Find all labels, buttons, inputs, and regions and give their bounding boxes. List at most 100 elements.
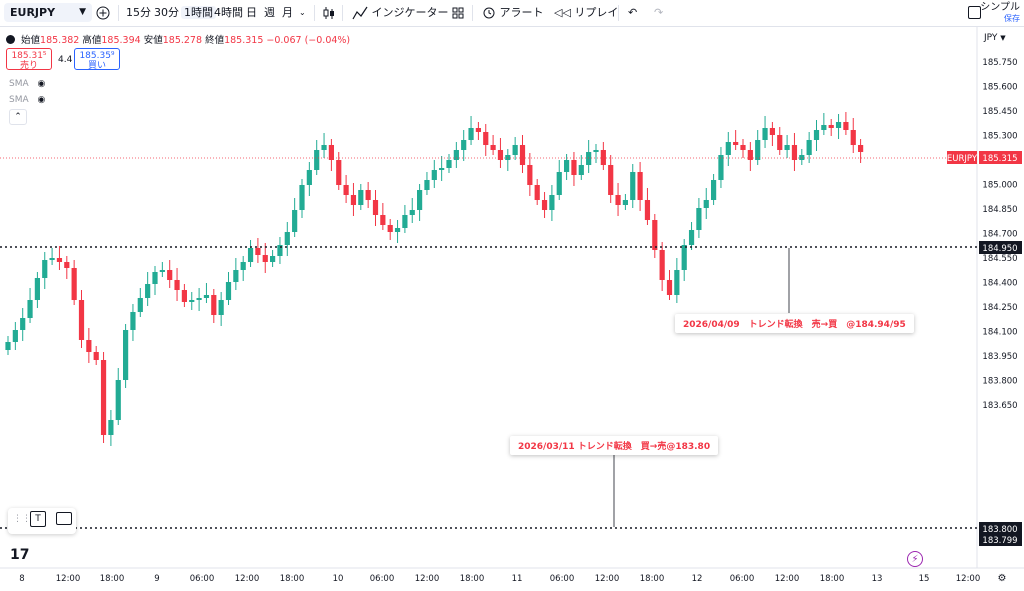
interval-4h[interactable]: 4時間 xyxy=(214,6,243,19)
price-tick: 184.700 xyxy=(982,230,1017,240)
candle-body xyxy=(203,295,210,298)
high-value: 185.394 xyxy=(101,35,141,46)
interval-1h[interactable]: 1時間 xyxy=(181,4,216,22)
candle-body xyxy=(637,172,643,200)
candle-body xyxy=(137,298,143,312)
candle-body xyxy=(247,248,254,262)
candle-body xyxy=(806,140,812,155)
candle-body xyxy=(711,180,717,200)
indicator-sma-2[interactable]: SMA ◉ xyxy=(9,95,45,105)
open-label: 始値 xyxy=(21,35,41,46)
buy-button[interactable]: 185.35⁹ 買い xyxy=(74,48,120,71)
drag-handle-icon[interactable]: ⋮⋮ xyxy=(13,514,31,524)
time-tick: 13 xyxy=(872,574,883,584)
layout-save[interactable]: シンプル 保存 xyxy=(980,2,1020,24)
time-tick: 12:00 xyxy=(595,574,620,584)
change-value: −0.067 (−0.04%) xyxy=(266,35,351,46)
indicators-button[interactable]: インジケーター xyxy=(352,0,449,26)
current-price-label xyxy=(979,151,1022,164)
toolbar-divider xyxy=(472,5,473,21)
chart-type-button[interactable] xyxy=(322,0,336,26)
symbol-price-tag-text: EURJPY xyxy=(947,154,978,164)
interval-15m[interactable]: 15分 xyxy=(126,6,151,19)
interval-day[interactable]: 日 xyxy=(246,6,257,19)
candle-body xyxy=(497,150,504,160)
chevron-down-icon: ▼ xyxy=(1000,34,1006,42)
time-tick: 12 xyxy=(692,574,703,584)
add-symbol-icon xyxy=(96,6,110,20)
candle-body xyxy=(784,145,790,150)
close-label: 終値 xyxy=(205,35,225,46)
top-toolbar: EURJPY ▼ 15分 30分 1時間 4時間 日 週 月 ⌄ インジケーター… xyxy=(0,0,1024,27)
sell-label: 売り xyxy=(19,61,38,71)
toolbar-divider xyxy=(618,5,619,21)
candle-body xyxy=(365,190,371,200)
candle-body xyxy=(740,145,746,150)
low-value: 185.278 xyxy=(162,35,203,46)
interval-more-icon[interactable]: ⌄ xyxy=(299,8,306,17)
indicators-label: インジケーター xyxy=(371,6,449,19)
alert-button[interactable]: アラート xyxy=(482,0,544,26)
undo-icon: ↶ xyxy=(628,6,638,19)
candle-body xyxy=(262,255,268,262)
tradingview-logo-icon[interactable]: 17 xyxy=(10,547,30,563)
annotation-callout-reversal-buy[interactable]: 2026/04/09 トレンド転換 売→買 @184.94/95 xyxy=(675,314,914,333)
candle-body xyxy=(453,150,459,160)
buy-label: 買い xyxy=(87,61,106,71)
sell-button[interactable]: 185.31⁵ 売り xyxy=(6,48,52,71)
price-tick: 185.600 xyxy=(982,83,1017,93)
high-label: 高値 xyxy=(82,35,102,46)
candle-body xyxy=(20,318,26,330)
price-chart[interactable]: 185.750185.600185.450185.300185.150185.0… xyxy=(0,27,1024,591)
symbol-search-button[interactable]: EURJPY ▼ xyxy=(4,3,92,22)
annotation-callout-reversal-sell[interactable]: 2026/03/11 トレンド転換 買→売@183.80 xyxy=(510,436,719,455)
symbol-price-tag xyxy=(947,151,977,164)
candle-body xyxy=(270,256,276,262)
candle-body xyxy=(292,210,298,232)
candle-body xyxy=(27,300,33,318)
currency-label[interactable]: JPY ▼ xyxy=(984,33,1006,43)
candle-body xyxy=(769,128,775,135)
comment-icon[interactable] xyxy=(56,512,72,525)
price-tick: 184.400 xyxy=(982,279,1017,289)
time-axis: 8 12:00 18:00 9 06:00 12:00 18:00 10 06:00 12:00 1… xyxy=(19,574,980,584)
indicator-sma-1[interactable]: SMA ◉ xyxy=(9,79,45,89)
indicator-label: SMA xyxy=(9,95,29,105)
candle-body xyxy=(100,360,107,435)
candle-body xyxy=(615,195,621,205)
candle-body xyxy=(431,170,437,180)
time-tick: 10 xyxy=(333,574,344,584)
compare-button[interactable] xyxy=(96,0,110,26)
candle-body xyxy=(799,155,805,160)
lightning-icon[interactable]: ⚡ xyxy=(907,551,923,567)
interval-week[interactable]: 週 xyxy=(264,6,275,19)
layout-checkbox-icon[interactable] xyxy=(968,6,981,19)
candle-body xyxy=(461,140,467,150)
interval-month[interactable]: 月 xyxy=(282,6,293,19)
price-tick: 184.250 xyxy=(982,303,1017,313)
redo-button[interactable]: ↷ xyxy=(654,0,663,26)
candle-body xyxy=(688,230,695,245)
candle-body xyxy=(181,290,187,302)
candle-body xyxy=(42,260,48,278)
eye-icon[interactable]: ◉ xyxy=(37,79,46,89)
candle-body xyxy=(725,142,731,155)
time-tick: 06:00 xyxy=(730,574,755,584)
interval-30m[interactable]: 30分 xyxy=(154,6,179,19)
candle-body xyxy=(762,128,768,140)
undo-button[interactable]: ↶ xyxy=(628,0,637,26)
candle-body xyxy=(630,172,636,200)
time-tick: 9 xyxy=(154,574,159,584)
template-icon[interactable]: T xyxy=(30,511,46,527)
templates-button[interactable] xyxy=(452,0,464,26)
line-price-text: 183.800 xyxy=(982,525,1017,535)
collapse-legend-button[interactable]: ⌃ xyxy=(9,109,27,125)
settings-gear-icon[interactable]: ⚙ xyxy=(998,573,1007,584)
eye-icon[interactable]: ◉ xyxy=(37,95,46,105)
replay-button[interactable]: ◁◁ リプレイ xyxy=(554,0,618,26)
candle-body xyxy=(86,340,92,352)
candle-body xyxy=(556,172,562,195)
candle-body xyxy=(674,270,680,295)
candle-body xyxy=(159,270,165,272)
buy-price: 185.35⁹ xyxy=(79,51,115,61)
